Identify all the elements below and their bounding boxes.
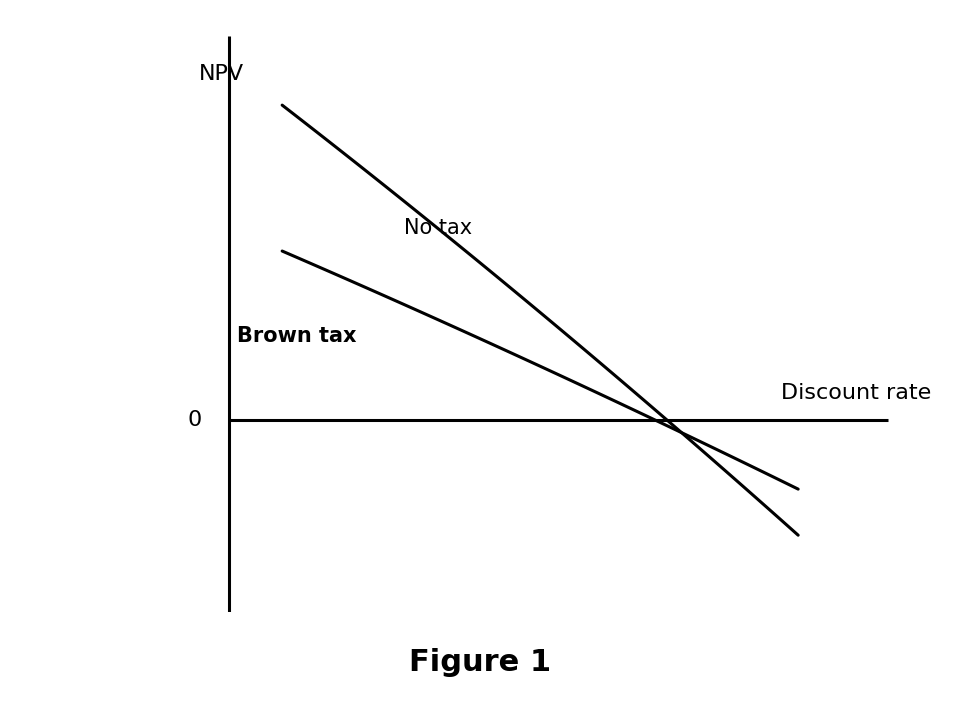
Text: 0: 0 [188,410,202,430]
Text: NPV: NPV [199,64,244,84]
Text: Discount rate: Discount rate [781,383,931,402]
Text: Figure 1: Figure 1 [409,648,551,677]
Text: No tax: No tax [403,218,471,238]
Text: Brown tax: Brown tax [236,325,356,346]
